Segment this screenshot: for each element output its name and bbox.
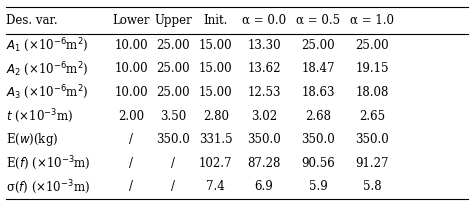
Text: $t$ (×10$^{-3}$m): $t$ (×10$^{-3}$m)	[6, 107, 73, 125]
Text: 25.00: 25.00	[301, 39, 335, 52]
Text: 19.15: 19.15	[356, 62, 389, 75]
Text: 10.00: 10.00	[114, 39, 148, 52]
Text: /: /	[129, 180, 133, 193]
Text: Des. var.: Des. var.	[6, 14, 58, 27]
Text: 87.28: 87.28	[247, 157, 281, 170]
Text: $A_3$ (×10$^{-6}$m$^2$): $A_3$ (×10$^{-6}$m$^2$)	[6, 84, 89, 101]
Text: /: /	[129, 157, 133, 170]
Text: 2.68: 2.68	[305, 110, 331, 123]
Text: 350.0: 350.0	[247, 133, 281, 146]
Text: 3.50: 3.50	[160, 110, 186, 123]
Text: 12.53: 12.53	[247, 86, 281, 99]
Text: 90.56: 90.56	[301, 157, 335, 170]
Text: σ($f$) (×10$^{-3}$m): σ($f$) (×10$^{-3}$m)	[6, 178, 90, 196]
Text: 350.0: 350.0	[301, 133, 335, 146]
Text: /: /	[129, 133, 133, 146]
Text: 3.02: 3.02	[251, 110, 277, 123]
Text: 102.7: 102.7	[199, 157, 233, 170]
Text: 331.5: 331.5	[199, 133, 233, 146]
Text: Lower: Lower	[112, 14, 150, 27]
Text: α = 0.0: α = 0.0	[242, 14, 286, 27]
Text: 25.00: 25.00	[156, 39, 190, 52]
Text: 10.00: 10.00	[114, 86, 148, 99]
Text: 350.0: 350.0	[356, 133, 389, 146]
Text: 2.80: 2.80	[203, 110, 229, 123]
Text: 25.00: 25.00	[356, 39, 389, 52]
Text: 2.65: 2.65	[359, 110, 385, 123]
Text: 25.00: 25.00	[156, 86, 190, 99]
Text: 15.00: 15.00	[199, 86, 233, 99]
Text: /: /	[172, 180, 175, 193]
Text: 25.00: 25.00	[156, 62, 190, 75]
Text: Init.: Init.	[204, 14, 228, 27]
Text: α = 1.0: α = 1.0	[350, 14, 394, 27]
Text: 350.0: 350.0	[156, 133, 190, 146]
Text: 18.47: 18.47	[301, 62, 335, 75]
Text: 91.27: 91.27	[356, 157, 389, 170]
Text: $A_1$ (×10$^{-6}$m$^2$): $A_1$ (×10$^{-6}$m$^2$)	[6, 37, 89, 54]
Text: 7.4: 7.4	[206, 180, 225, 193]
Text: α = 0.5: α = 0.5	[296, 14, 340, 27]
Text: 2.00: 2.00	[118, 110, 144, 123]
Text: 15.00: 15.00	[199, 62, 233, 75]
Text: 18.08: 18.08	[356, 86, 389, 99]
Text: 18.63: 18.63	[301, 86, 335, 99]
Text: 5.9: 5.9	[309, 180, 328, 193]
Text: 15.00: 15.00	[199, 39, 233, 52]
Text: /: /	[172, 157, 175, 170]
Text: 13.62: 13.62	[247, 62, 281, 75]
Text: Upper: Upper	[155, 14, 192, 27]
Text: 13.30: 13.30	[247, 39, 281, 52]
Text: 10.00: 10.00	[114, 62, 148, 75]
Text: E($f$) (×10$^{-3}$m): E($f$) (×10$^{-3}$m)	[6, 154, 91, 172]
Text: E($w$)(kg): E($w$)(kg)	[6, 131, 58, 148]
Text: 5.8: 5.8	[363, 180, 382, 193]
Text: $A_2$ (×10$^{-6}$m$^2$): $A_2$ (×10$^{-6}$m$^2$)	[6, 60, 89, 78]
Text: 6.9: 6.9	[255, 180, 273, 193]
